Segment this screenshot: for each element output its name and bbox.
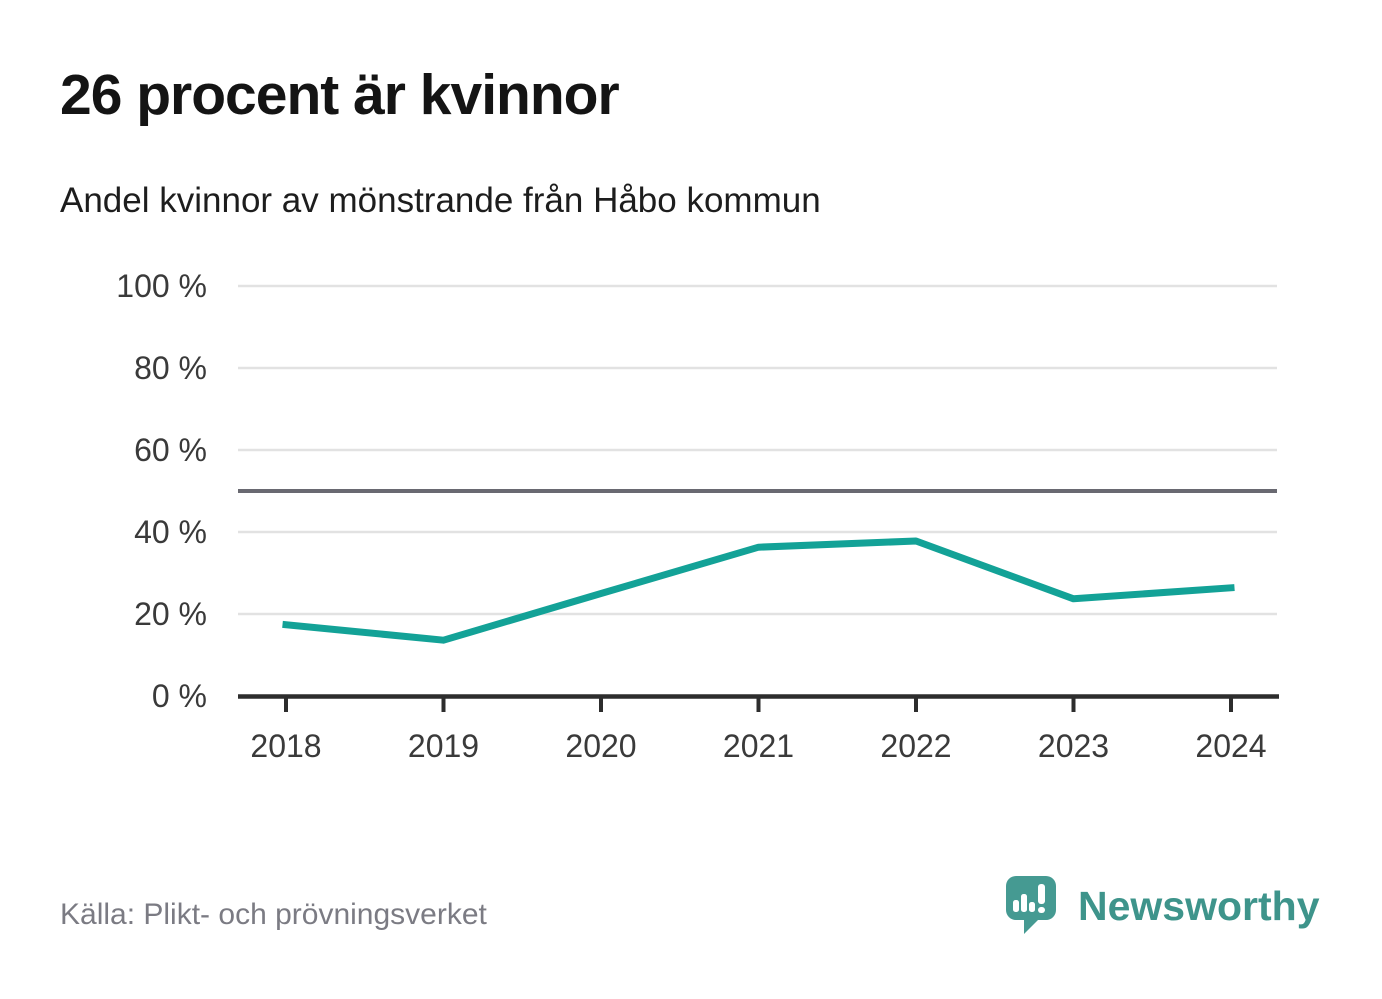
x-tick-label: 2020 (565, 728, 636, 764)
y-tick-label: 40 % (134, 514, 207, 550)
y-axis-labels: 100 % 80 % 60 % 40 % 20 % 0 % (116, 268, 207, 714)
exclamation-dot (1038, 907, 1045, 913)
y-tick-label: 80 % (134, 350, 207, 386)
chart-title: 26 procent är kvinnor (60, 63, 620, 127)
series-line (282, 537, 1235, 644)
chart-subtitle: Andel kvinnor av mönstrande från Håbo ko… (60, 181, 821, 220)
newsworthy-logo-icon (1006, 876, 1056, 934)
x-tick-label: 2022 (880, 728, 951, 764)
y-tick-label: 100 % (116, 268, 207, 304)
y-tick-label: 20 % (134, 596, 207, 632)
x-tick-label: 2019 (408, 728, 479, 764)
x-tick-label: 2018 (250, 728, 321, 764)
bar-chart-glyph (1013, 884, 1045, 913)
newsworthy-logo-text: Newsworthy (1078, 882, 1320, 929)
x-axis-labels: 2018 2019 2020 2021 2022 2023 2024 (250, 728, 1266, 764)
x-tick-label: 2023 (1038, 728, 1109, 764)
x-tick-label: 2024 (1195, 728, 1266, 764)
source-caption: Källa: Plikt- och prövningsverket (60, 898, 487, 931)
newsworthy-logo: Newsworthy (1006, 874, 1320, 938)
x-tick-label: 2021 (723, 728, 794, 764)
y-tick-label: 60 % (134, 432, 207, 468)
y-tick-label: 0 % (152, 678, 207, 714)
exclamation-bar (1038, 884, 1045, 904)
gridlines (238, 284, 1277, 616)
x-axis-ticks (284, 697, 1233, 712)
